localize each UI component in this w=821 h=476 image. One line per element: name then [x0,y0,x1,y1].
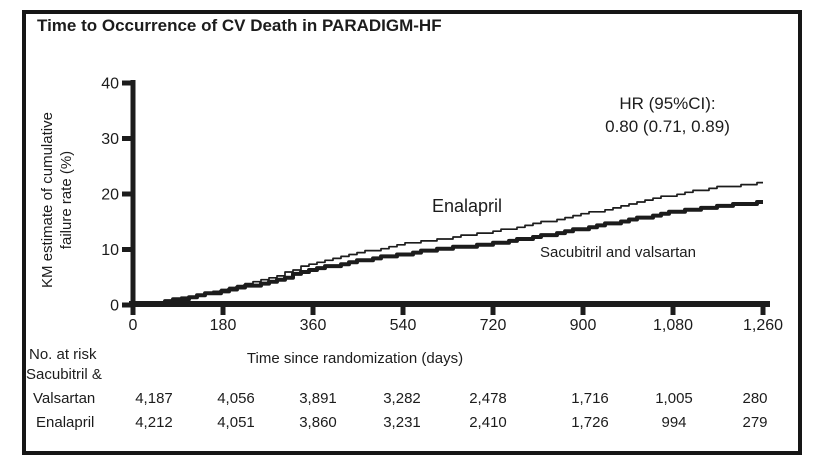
risk-row-sacubitril-label-line2: Valsartan [33,390,96,407]
x-axis-tick-label: 540 [390,317,417,334]
chart-title: Time to Occurrence of CV Death in PARADI… [37,16,442,35]
risk-count: 280 [742,390,768,407]
risk-row-enalapril-label: Enalapril [36,414,95,431]
hr-annotation: HR (95%CI): 0.80 (0.71, 0.89) [545,92,790,138]
risk-count: 2,478 [469,390,507,407]
risk-count: 1,716 [571,390,609,407]
risk-count: 279 [742,414,768,431]
y-axis-tick-label: 40 [101,76,119,93]
x-axis-tick-label: 720 [480,317,507,334]
risk-count: 3,231 [383,414,421,431]
x-axis-tick-label: 0 [129,317,138,334]
y-axis-tick-label: 10 [101,242,119,259]
curve-label-sacubitril-valsartan: Sacubitril and valsartan [540,244,696,261]
sacubitril-valsartan-curve [133,200,763,307]
risk-count: 3,891 [299,390,337,407]
risk-count: 3,860 [299,414,337,431]
risk-row-sacubitril-label-line1: Sacubitril & [26,366,102,383]
risk-row-sacubitril-counts: 4,187 4,056 3,891 3,282 2,478 1,716 1,005 280 [0,390,821,408]
x-axis-tick-label: 360 [300,317,327,334]
y-axis-tick-label: 20 [101,187,119,204]
hr-annotation-line1: HR (95%CI): [619,94,716,113]
x-axis-tick-label: 1,260 [743,317,783,334]
risk-count: 4,187 [135,390,173,407]
risk-count: 3,282 [383,390,421,407]
curve-label-enalapril: Enalapril [432,196,503,216]
y-axis-tick-label: 30 [101,131,119,148]
figure-border [22,10,802,455]
risk-row-enalapril-counts: 4,212 4,051 3,860 3,231 2,410 1,726 994 279 [0,414,821,432]
enalapril-curve [133,181,763,306]
risk-count: 994 [661,414,687,431]
hr-annotation-line2: 0.80 (0.71, 0.89) [605,117,730,136]
risk-count: 1,726 [571,414,609,431]
x-axis-tick-label: 900 [570,317,597,334]
risk-count: 4,056 [217,390,255,407]
x-axis-tick-label: 180 [210,317,237,334]
y-axis-tick-label: 0 [110,298,119,315]
risk-table-header: No. at risk [29,346,97,363]
x-axis-title: Time since randomization (days) [246,350,464,367]
risk-count: 4,051 [217,414,255,431]
risk-count: 2,410 [469,414,507,431]
risk-count: 1,005 [655,390,693,407]
risk-count: 4,212 [135,414,173,431]
x-axis-tick-label: 1,080 [653,317,693,334]
